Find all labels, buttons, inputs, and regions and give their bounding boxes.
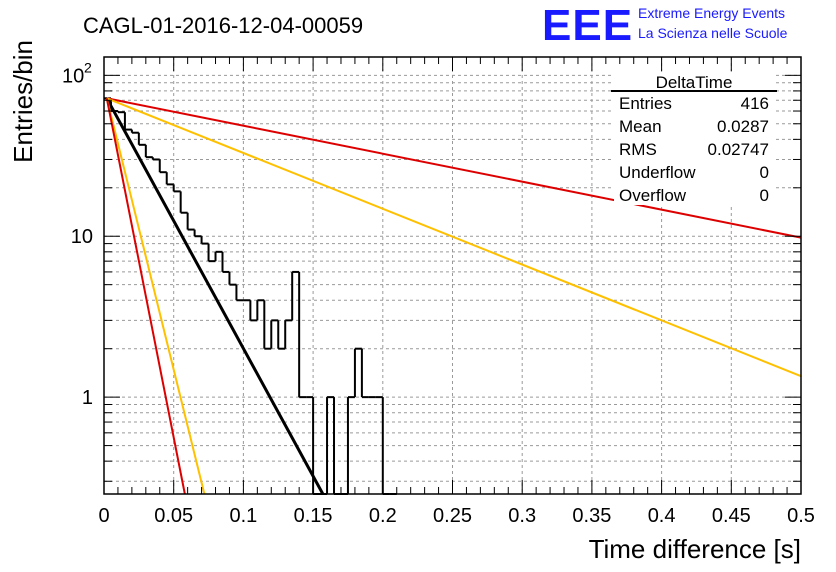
x-tick-label: 0.25 [433,505,472,527]
bound-line [105,98,186,495]
x-tick-label: 0.3 [508,505,536,527]
fit-line [105,97,325,495]
stats-row-label: Entries [619,94,672,113]
bound-line [106,97,802,239]
x-tick-label: 0.1 [229,505,257,527]
x-tick-label: 0.15 [294,505,333,527]
logo-line-2: La Scienza nelle Scuole [638,25,788,41]
stats-row-value: 0.0287 [717,117,769,136]
grid [104,57,801,494]
fit-curves [105,97,802,495]
stats-row-value: 416 [741,94,769,113]
x-tick-label: 0.05 [154,505,193,527]
stats-box: DeltaTime Entries 416 Mean 0.0287 RMS 0.02747… [611,73,777,205]
tick-labels: 0 0.05 0.1 0.15 0.2 0.25 0.3 0.35 0.4 0.45 0.5 1 10 1… [62,59,815,527]
stats-row-label: Mean [619,117,662,136]
x-tick-label: 0 [98,505,109,527]
stats-box-background [614,73,774,205]
eee-logo: EEE [542,1,633,50]
stats-box-title: DeltaTime [656,73,733,92]
x-tick-label: 0.4 [648,505,676,527]
stats-row-label: Underflow [619,163,696,182]
axis-ticks [103,57,802,494]
x-tick-label: 0.35 [572,505,611,527]
y-tick-label: 10 [71,226,93,248]
stats-row-label: RMS [619,140,657,159]
bound-line [106,97,802,378]
y-tick-label-base: 10 [62,65,84,87]
y-tick-label-exponent: 2 [84,59,92,75]
stats-row-label: Overflow [619,186,687,205]
stats-row-value: 0.02747 [708,140,769,159]
stats-row-value: 0 [760,186,769,205]
y-axis-title: Entries/bin [8,40,38,163]
logo-line-1: Extreme Energy Events [638,5,785,21]
bound-line [105,98,206,495]
x-axis-title: Time difference [s] [589,534,801,564]
x-tick-label: 0.2 [369,505,397,527]
stats-row-value: 0 [760,163,769,182]
x-tick-label: 0.5 [787,505,815,527]
y-tick-label: 1 [82,387,93,409]
chart-title: CAGL-01-2016-12-04-00059 [83,13,363,38]
x-tick-label: 0.45 [712,505,751,527]
